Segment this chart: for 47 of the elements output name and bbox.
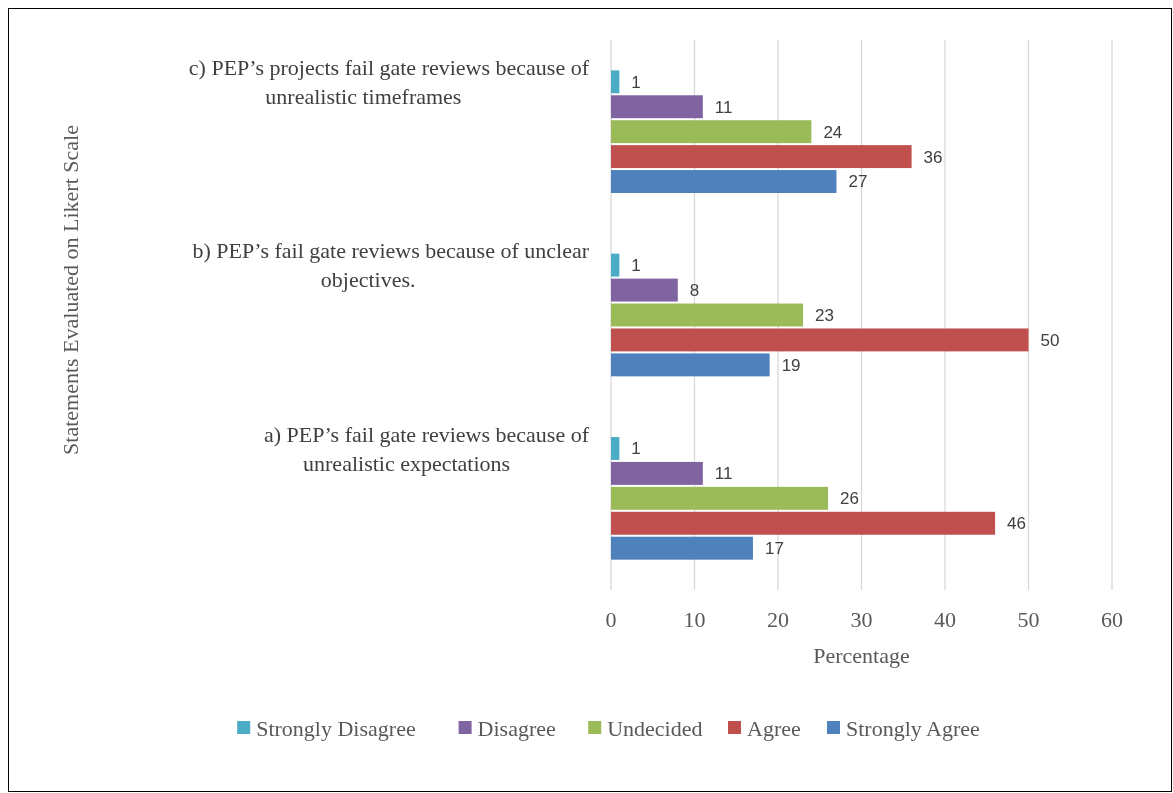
bar <box>611 145 912 169</box>
x-axis-title: Percentage <box>813 643 910 668</box>
data-label: 26 <box>840 489 860 509</box>
y-tick-label: a) PEP’s fail gate reviews because of unrealistic expectations <box>264 421 590 476</box>
x-tick-label: 10 <box>683 607 706 632</box>
bar <box>611 170 837 193</box>
bar <box>611 95 703 119</box>
y-tick-label: c) PEP’s projects fail gate reviews because of unrealistic timeframes <box>188 54 590 109</box>
data-label: 1 <box>631 439 641 459</box>
bar <box>611 328 1029 352</box>
bar <box>611 461 703 485</box>
bar <box>611 486 829 510</box>
y-tick-label: b) PEP’s fail gate reviews because of unclear objectives. <box>192 238 590 293</box>
data-label: 11 <box>714 464 733 484</box>
data-label: 17 <box>764 539 784 559</box>
data-label: 36 <box>923 147 943 167</box>
bar <box>611 353 770 377</box>
y-axis-title: Statements Evaluated on Likert Scale <box>58 125 83 455</box>
data-label: 50 <box>1040 330 1060 350</box>
data-label: 24 <box>823 122 843 142</box>
x-tick-label: 60 <box>1101 607 1123 632</box>
bar <box>611 253 620 277</box>
data-label: 8 <box>689 281 700 301</box>
data-label: 11 <box>714 97 733 117</box>
legend-label: Strongly Disagree <box>256 715 416 741</box>
data-label: 27 <box>848 172 868 192</box>
x-tick-label: 50 <box>1017 607 1040 632</box>
bar <box>611 511 996 535</box>
bar <box>611 303 804 327</box>
bar <box>611 120 812 144</box>
x-tick-label: 30 <box>850 607 873 632</box>
data-label: 1 <box>631 72 641 92</box>
bar <box>611 536 753 560</box>
legend-label: Agree <box>747 715 801 741</box>
data-label: 19 <box>781 355 801 375</box>
data-label: 1 <box>631 256 641 276</box>
legend-label: Undecided <box>607 715 703 741</box>
x-tick-label: 0 <box>605 607 617 632</box>
x-tick-label: 40 <box>934 607 956 632</box>
bar <box>611 70 620 94</box>
bar <box>611 278 678 302</box>
data-label: 46 <box>1007 514 1027 534</box>
data-label: 23 <box>815 305 834 325</box>
legend-label: Disagree <box>477 715 556 741</box>
x-tick-label: 20 <box>767 607 789 632</box>
legend-label: Strongly Agree <box>846 715 980 741</box>
bar <box>611 437 620 460</box>
